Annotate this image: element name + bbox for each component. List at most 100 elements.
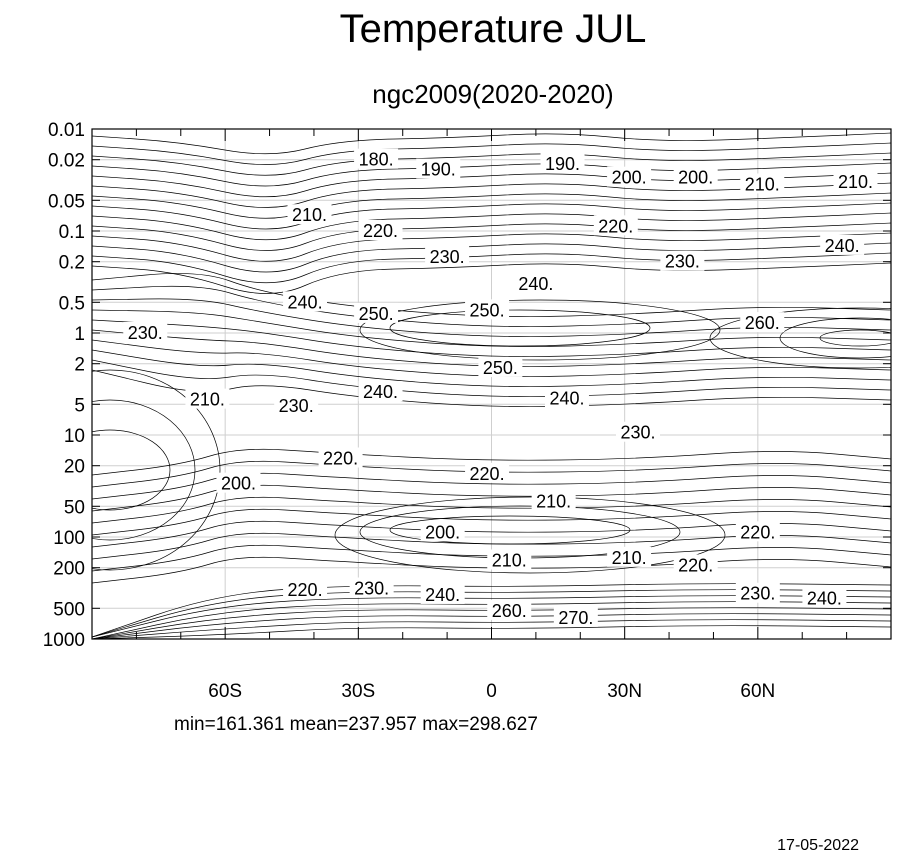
contour-label: 240. <box>425 585 460 605</box>
contour-label-bg <box>185 388 230 409</box>
contour-label-bg <box>673 554 718 575</box>
contour-label: 220. <box>323 449 358 469</box>
contour-line <box>92 595 891 638</box>
contour-label: 230. <box>128 323 163 343</box>
contour-line <box>92 242 891 273</box>
contour-label: 220. <box>288 580 323 600</box>
contour-label: 230. <box>430 247 465 267</box>
contour-label: 250. <box>483 358 518 378</box>
contour-label-bg <box>820 234 865 255</box>
contour-label-bg <box>465 462 510 483</box>
contour-label-bg <box>318 447 363 468</box>
contour-label-bg <box>531 490 576 511</box>
stats-line: min=161.361 mean=237.957 max=298.627 <box>174 714 538 735</box>
contour-label: 240. <box>363 382 398 402</box>
contour-label: 240. <box>825 236 860 256</box>
contour-label-bg <box>607 546 652 567</box>
contour-label-bg <box>735 582 780 603</box>
contour-line <box>92 607 891 639</box>
contour-loop <box>92 369 221 571</box>
contour-line <box>92 349 891 387</box>
contour-line <box>92 625 891 639</box>
contour-label-bg <box>607 166 652 187</box>
contour-line <box>92 613 891 639</box>
y-tick-label: 0.02 <box>48 151 85 172</box>
contour-label: 230. <box>279 396 314 416</box>
contour-label-bg <box>420 583 465 604</box>
contour-loop <box>709 307 891 369</box>
contour-line <box>92 532 891 560</box>
contour-line <box>92 484 891 512</box>
contour-labels: 180. 190. 190. 200. 200. 210. 210. 210. 220. 220.… <box>123 148 878 628</box>
contour-loop <box>92 429 171 511</box>
contour-line <box>92 520 891 548</box>
contour-label-bg <box>425 246 470 267</box>
chart-subtitle: ngc2009(2020-2020) <box>372 79 613 109</box>
contour-label-bg <box>487 599 532 620</box>
contour-line <box>92 329 891 367</box>
contour-line <box>92 222 891 251</box>
contour-label: 210. <box>745 174 780 194</box>
contour-label-bg <box>593 215 638 236</box>
contour-lines <box>92 132 891 639</box>
contour-line <box>92 232 891 262</box>
contour-line <box>92 212 891 241</box>
contour-label-bg <box>358 220 403 240</box>
contour-line <box>92 508 891 536</box>
contour-label: 250. <box>470 300 505 320</box>
contour-loop <box>334 496 726 574</box>
contour-loop <box>389 309 651 347</box>
contour-label: 210. <box>838 172 873 192</box>
y-tick-label: 500 <box>53 599 85 620</box>
contour-label-bg <box>513 272 558 293</box>
contour-label: 240. <box>518 274 553 294</box>
contour-label: 180. <box>359 150 394 170</box>
contour-line <box>92 309 891 347</box>
y-tick-label: 10 <box>64 426 85 447</box>
contour-loop <box>389 515 631 545</box>
contour-label-bg <box>660 250 705 271</box>
x-tick-label: 60N <box>740 681 775 702</box>
contour-label: 230. <box>665 252 700 272</box>
contour-label-bg <box>123 322 168 342</box>
contour-label: 210. <box>292 205 327 225</box>
contour-label-bg <box>740 173 785 194</box>
y-tick-label: 1 <box>74 324 85 345</box>
contour-label-bg <box>283 578 328 599</box>
y-tick-label: 200 <box>53 559 85 580</box>
y-tick-label: 100 <box>53 528 85 549</box>
contour-label: 200. <box>612 168 647 188</box>
x-tick-label: 60S <box>208 681 242 702</box>
contour-line <box>92 182 891 208</box>
contour-label-bg <box>735 521 780 542</box>
y-tick-label: 0.2 <box>59 253 85 274</box>
x-tick-label: 30N <box>607 681 642 702</box>
contour-loop <box>779 317 891 359</box>
contour-label: 220. <box>363 221 398 241</box>
contour-label-bg <box>287 204 332 225</box>
y-tick-label: 20 <box>64 457 85 478</box>
contour-label: 200. <box>678 168 713 188</box>
contour-line <box>92 152 891 176</box>
contour-line <box>92 448 891 476</box>
y-tick-label: 1000 <box>43 630 85 651</box>
contour-label: 220. <box>678 555 713 575</box>
contour-line <box>92 472 891 500</box>
contour-label: 200. <box>221 474 256 494</box>
contour-label: 230. <box>354 579 389 599</box>
y-tick-label: 5 <box>74 395 85 416</box>
contour-label-bg <box>478 356 523 377</box>
contour-line <box>92 583 891 638</box>
contour-loop <box>92 399 196 541</box>
contour-label-bg <box>420 521 465 542</box>
contour-label: 190. <box>421 160 456 180</box>
contour-label-bg <box>553 606 598 627</box>
contour-line <box>92 589 891 638</box>
contour-label-bg <box>740 312 785 333</box>
contour-line <box>92 496 891 524</box>
contour-label: 210. <box>190 390 225 410</box>
contour-label: 270. <box>558 608 593 628</box>
y-tick-label: 50 <box>64 497 85 518</box>
y-tick-label: 0.01 <box>48 120 85 141</box>
x-axis: 60S 30S 0 30N 60N <box>135 129 848 702</box>
